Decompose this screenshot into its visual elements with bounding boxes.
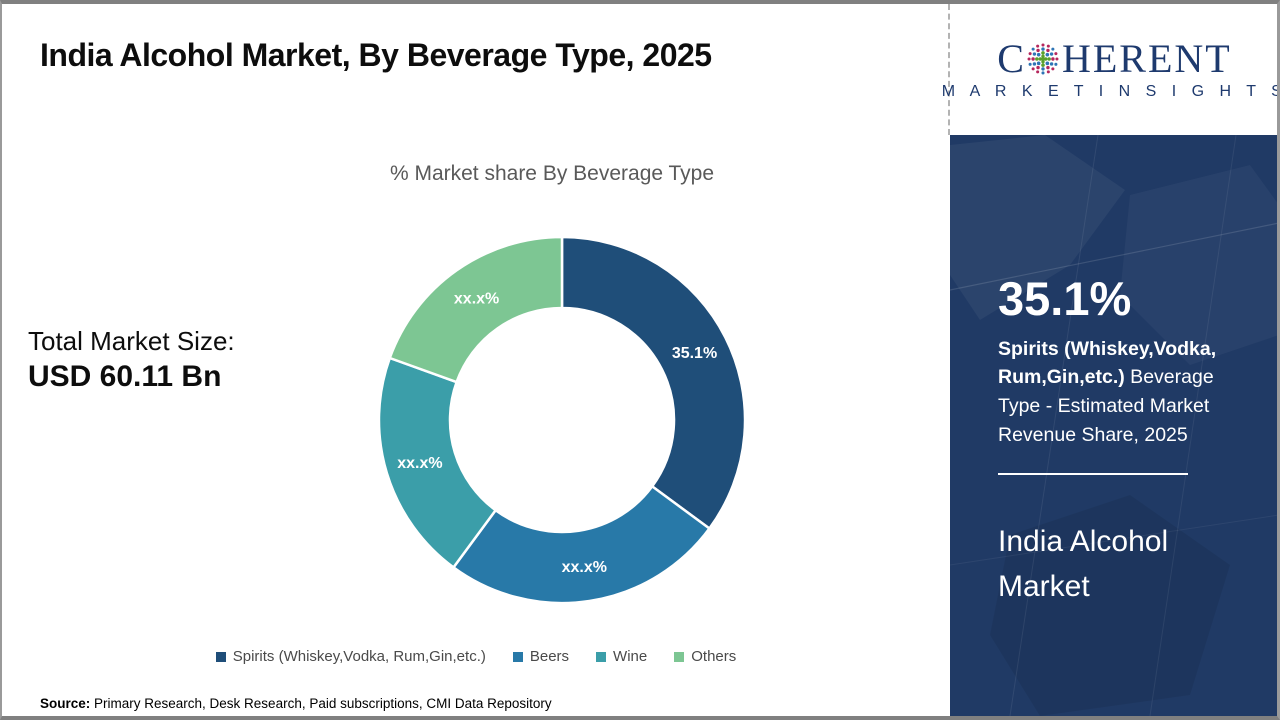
source-line: Source: Primary Research, Desk Research,… (40, 696, 552, 711)
legend-item: Spirits (Whiskey,Vodka, Rum,Gin,etc.) (215, 648, 486, 665)
total-market-size-label: Total Market Size: (28, 326, 235, 356)
highlight-segment-name: Spirits (Whiskey,Vodka, Rum,Gin,etc.) (998, 337, 1217, 389)
slice-label-3: xx.x% (397, 455, 442, 472)
legend-swatch-icon (512, 651, 523, 662)
highlight-percentage: 35.1% (998, 272, 1132, 325)
logo-letters-herent: HERENT (1061, 35, 1232, 81)
legend-swatch-icon (674, 651, 685, 662)
vertical-dashed-divider (948, 4, 950, 135)
total-market-size: Total Market Size: USD 60.11 Bn (28, 326, 235, 394)
coherent-logo: C HERENT (997, 35, 1232, 81)
donut-chart: 35.1% xx.x% xx.x% xx.x% (377, 235, 747, 605)
slice-label-4: xx.x% (454, 291, 499, 308)
donut-slice-2 (452, 485, 711, 605)
donut-slice-1 (560, 235, 747, 530)
sidebar-divider (998, 473, 1188, 476)
sidebar: 35.1% Spirits (Whiskey,Vodka, Rum,Gin,et… (950, 135, 1277, 716)
donut-slice-4 (388, 235, 564, 384)
globe-dots-icon (1027, 43, 1059, 74)
map-texture (950, 135, 1277, 716)
main-panel: India Alcohol Market, By Beverage Type, … (2, 4, 950, 716)
legend-label: Others (691, 648, 737, 665)
legend-item: Beers (512, 648, 570, 665)
logo-panel: C HERENT M A R K E T I N S I G H T S (942, 4, 1277, 135)
legend-label: Wine (613, 648, 648, 665)
legend-label: Beers (529, 648, 570, 665)
source-text: Primary Research, Desk Research, Paid su… (90, 696, 552, 711)
chart-legend: Spirits (Whiskey,Vodka, Rum,Gin,etc.) Bee… (2, 648, 950, 665)
source-label: Source: (40, 696, 91, 711)
logo-subtitle: M A R K E T I N S I G H T S (941, 82, 1280, 100)
page-title: India Alcohol Market, By Beverage Type, … (40, 37, 712, 73)
legend-label: Spirits (Whiskey,Vodka, Rum,Gin,etc.) (232, 648, 486, 665)
sidebar-content: 35.1% Spirits (Whiskey,Vodka, Rum,Gin,et… (950, 135, 1277, 609)
highlight-description-rest: Beverage Type - Estimated Market Revenue… (998, 366, 1214, 446)
legend-item: Wine (596, 648, 647, 665)
slice-label-2: xx.x% (562, 559, 607, 576)
legend-swatch-icon (215, 651, 226, 662)
total-market-size-value: USD 60.11 Bn (28, 360, 222, 393)
logo-letter-c: C (997, 35, 1024, 81)
market-name: India Alcohol Market (998, 525, 1169, 604)
legend-item: Others (674, 648, 736, 665)
chart-subtitle: % Market share By Beverage Type (389, 162, 715, 185)
slice-label-1: 35.1% (672, 345, 717, 362)
highlight-description: Spirits (Whiskey,Vodka, Rum,Gin,etc.) Be… (998, 335, 1260, 450)
legend-swatch-icon (596, 651, 607, 662)
